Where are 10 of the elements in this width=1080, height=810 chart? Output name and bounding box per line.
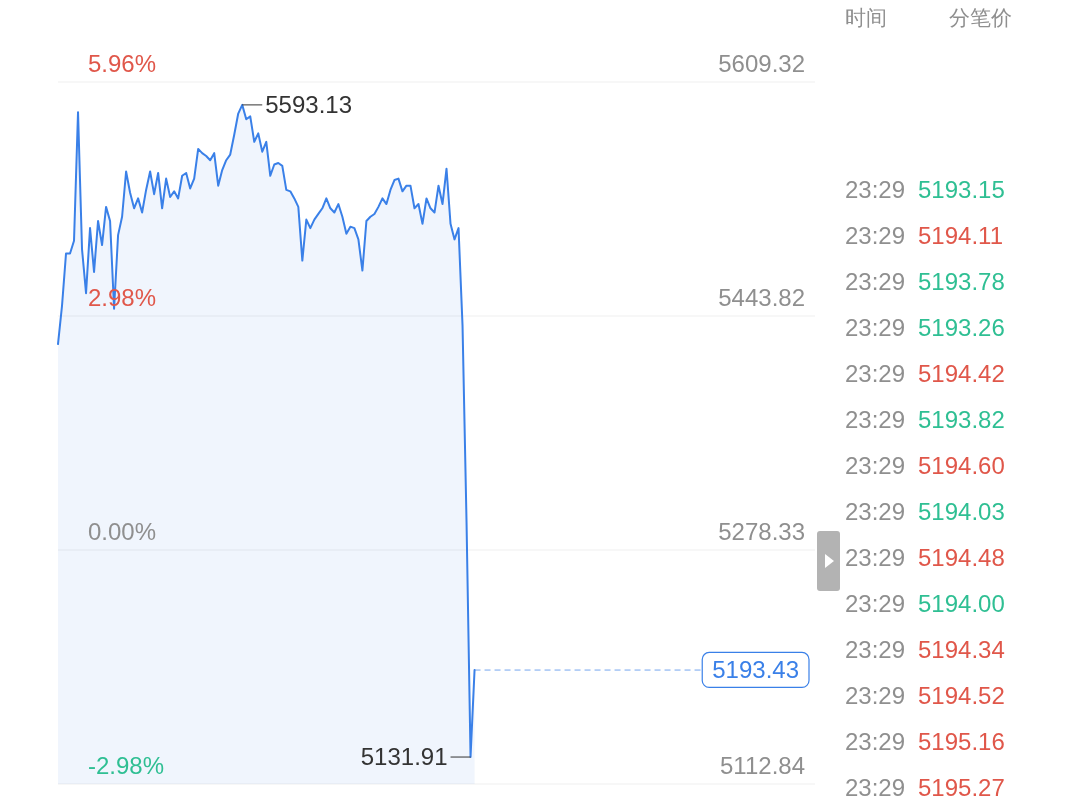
- y2-tick-label: 5.96%: [88, 50, 157, 77]
- y-tick-label: 5112.84: [720, 752, 805, 779]
- y2-tick-label: -2.98%: [88, 752, 165, 779]
- y-tick-label: 5278.33: [718, 518, 805, 545]
- annotation: 5593.13: [265, 91, 353, 119]
- ref-line-label: 5193.43: [712, 656, 799, 684]
- annotation: 5131.91: [360, 743, 448, 771]
- y-tick-label: 5609.32: [718, 50, 805, 77]
- y2-tick-label: 0.00%: [88, 518, 157, 545]
- y-tick-label: 5443.82: [718, 284, 805, 312]
